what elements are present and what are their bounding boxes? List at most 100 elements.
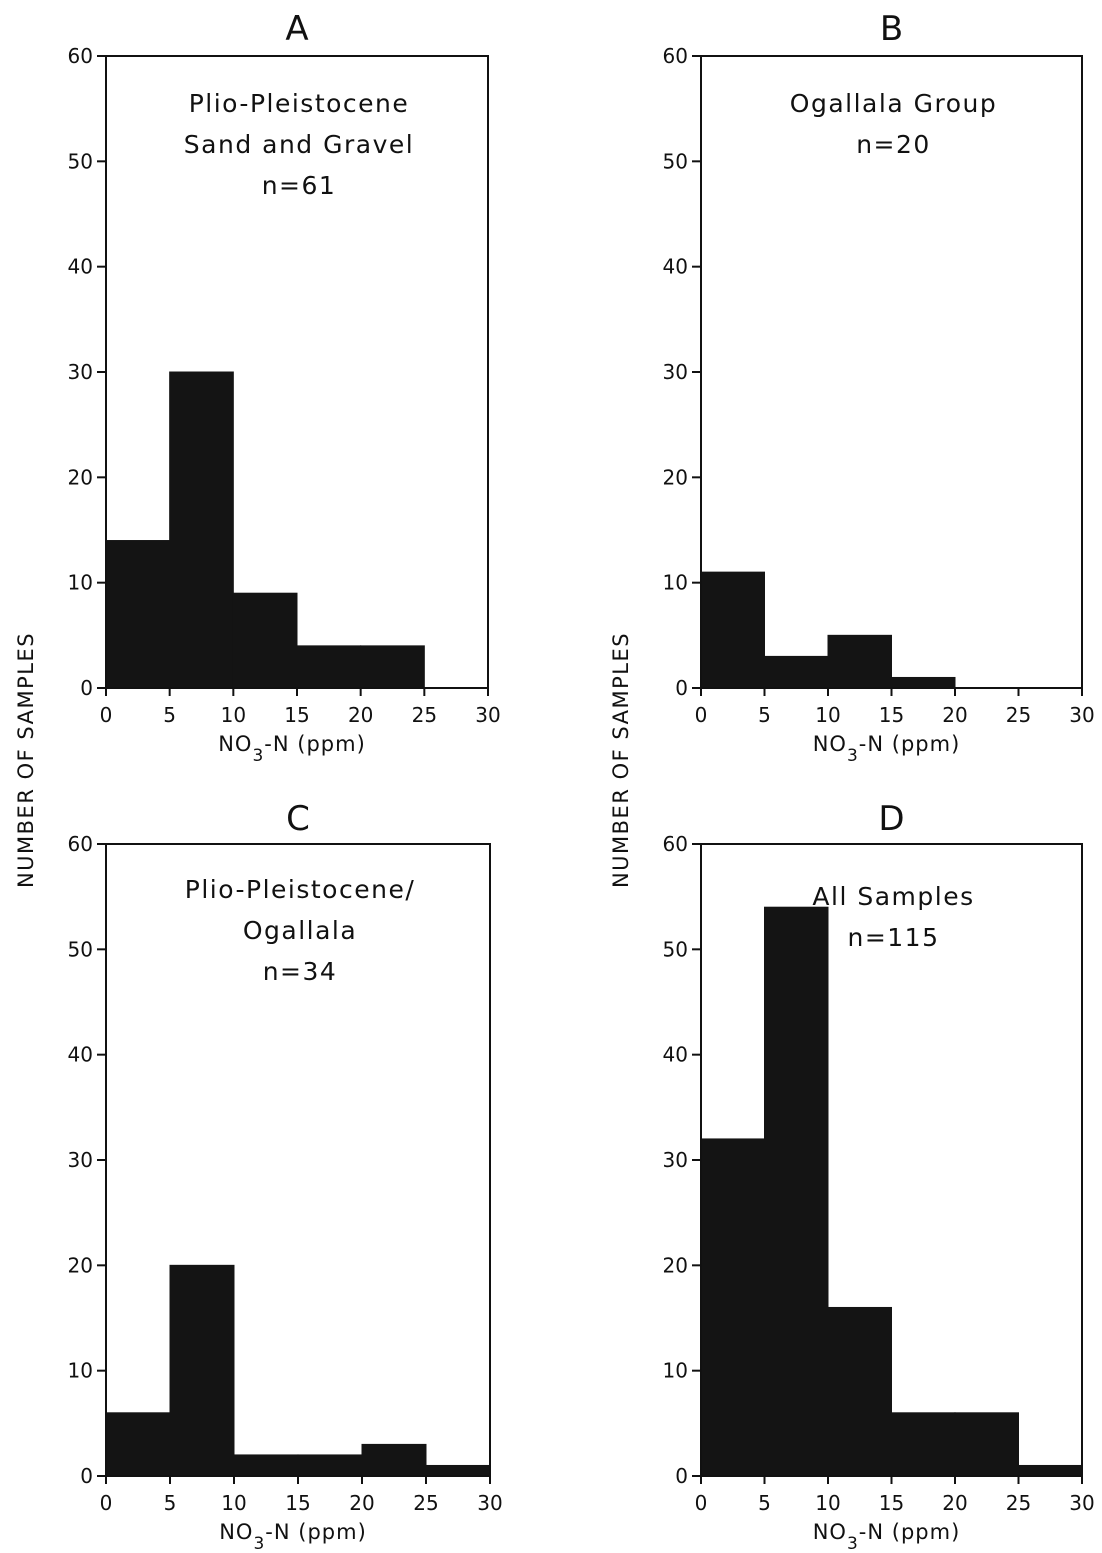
x-tick-label-b-20: 20 <box>942 703 967 727</box>
bar-d-25-30 <box>1018 1464 1083 1477</box>
x-tick-label-d-10: 10 <box>815 1491 840 1515</box>
x-tick-label-a-0: 0 <box>100 703 113 727</box>
panel-letter-c: C <box>286 799 310 839</box>
annotation-a-3: n=61 <box>262 171 337 200</box>
x-axis-label-b: NO3-N (ppm) <box>813 732 961 766</box>
x-tick-label-b-15: 15 <box>879 703 904 727</box>
y-tick-label-a-0: 0 <box>80 676 93 700</box>
panel-letter-b: B <box>880 9 903 49</box>
x-tick-label-d-0: 0 <box>695 1491 708 1515</box>
x-tick-label-d-30: 30 <box>1069 1491 1094 1515</box>
bar-b-10-15 <box>827 634 892 689</box>
x-tick-label-d-5: 5 <box>758 1491 771 1515</box>
figure-ylabel-left: NUMBER OF SAMPLES <box>14 632 38 888</box>
bar-a-10-15 <box>232 592 298 689</box>
x-tick-label-a-10: 10 <box>221 703 246 727</box>
panel-letter-d: D <box>878 799 904 839</box>
bar-c-5-10 <box>169 1264 235 1477</box>
y-tick-label-b-0: 0 <box>675 676 688 700</box>
x-axis-label-d: NO3-N (ppm) <box>813 1520 961 1553</box>
x-tick-label-c-30: 30 <box>477 1491 502 1515</box>
bar-d-15-20 <box>891 1412 956 1477</box>
panel-c: 0 10 20 30 40 50 60 0 5 10 15 20 25 30 NO3-N (ppm) C Pli… <box>68 799 503 1553</box>
y-tick-label-d-0: 0 <box>675 1464 688 1488</box>
x-axis-label-a: NO3-N (ppm) <box>218 732 366 766</box>
x-tick-label-b-30: 30 <box>1069 703 1094 727</box>
panel-b: 0 10 20 30 40 50 60 0 5 10 15 20 25 30 NO3-N (ppm) B Oga… <box>663 9 1095 766</box>
annotation-d-2: n=115 <box>847 923 939 952</box>
annotation-a-1: Plio-Pleistocene <box>189 89 410 118</box>
annotation-c-2: Ogallala <box>243 916 357 945</box>
panel-letter-a: A <box>285 9 308 49</box>
annotation-b-1: Ogallala Group <box>790 89 997 118</box>
x-tick-label-b-0: 0 <box>695 703 708 727</box>
bar-d-0-5 <box>700 1138 765 1477</box>
x-tick-label-c-10: 10 <box>221 1491 246 1515</box>
x-tick-label-d-20: 20 <box>942 1491 967 1515</box>
bar-c-25-30 <box>425 1464 491 1477</box>
y-tick-label-b-60: 60 <box>663 44 688 68</box>
x-tick-label-d-15: 15 <box>879 1491 904 1515</box>
y-tick-label-c-20: 20 <box>68 1253 93 1277</box>
bar-d-20-25 <box>954 1412 1019 1477</box>
x-tick-label-c-5: 5 <box>164 1491 177 1515</box>
x-tick-label-c-15: 15 <box>285 1491 310 1515</box>
y-tick-label-d-10: 10 <box>663 1359 688 1383</box>
bar-c-0-5 <box>105 1412 171 1477</box>
y-tick-label-c-10: 10 <box>68 1359 93 1383</box>
bar-b-5-10 <box>764 655 829 689</box>
figure-ylabel-right: NUMBER OF SAMPLES <box>609 632 633 888</box>
x-tick-label-c-0: 0 <box>100 1491 113 1515</box>
y-tick-label-d-50: 50 <box>663 937 688 961</box>
x-tick-label-c-25: 25 <box>413 1491 438 1515</box>
annotation-d-1: All Samples <box>812 882 974 911</box>
bar-d-10-15 <box>827 1306 892 1477</box>
y-tick-label-a-50: 50 <box>68 149 93 173</box>
y-tick-label-a-10: 10 <box>68 571 93 595</box>
annotation-c-3: n=34 <box>263 957 338 986</box>
annotation-b-2: n=20 <box>856 130 931 159</box>
x-tick-label-b-10: 10 <box>815 703 840 727</box>
bar-a-20-25 <box>360 645 425 689</box>
x-tick-label-a-5: 5 <box>163 703 176 727</box>
bar-c-15-20 <box>297 1454 363 1477</box>
bar-c-20-25 <box>361 1443 427 1477</box>
y-tick-label-d-20: 20 <box>663 1253 688 1277</box>
x-axis-label-c: NO3-N (ppm) <box>219 1520 367 1553</box>
x-tick-label-b-5: 5 <box>758 703 771 727</box>
bar-c-10-15 <box>233 1454 299 1477</box>
x-tick-label-a-25: 25 <box>412 703 437 727</box>
y-tick-label-c-30: 30 <box>68 1148 93 1172</box>
y-tick-label-c-40: 40 <box>68 1043 93 1067</box>
y-tick-label-d-40: 40 <box>663 1043 688 1067</box>
panel-a: 0 10 20 30 40 50 60 0 5 10 15 20 25 30 NO3-N (ppm) A Pli… <box>68 9 501 766</box>
y-tick-label-a-60: 60 <box>68 44 93 68</box>
y-tick-label-b-40: 40 <box>663 255 688 279</box>
bar-b-15-20 <box>891 676 956 689</box>
x-tick-label-a-20: 20 <box>348 703 373 727</box>
panel-d: 0 10 20 30 40 50 60 0 5 10 15 20 25 30 NO3-N (ppm) D All… <box>663 799 1095 1553</box>
bar-a-5-10 <box>169 371 234 689</box>
y-tick-label-a-20: 20 <box>68 465 93 489</box>
y-tick-label-c-60: 60 <box>68 832 93 856</box>
y-tick-label-b-30: 30 <box>663 360 688 384</box>
y-tick-label-c-0: 0 <box>80 1464 93 1488</box>
y-tick-label-d-30: 30 <box>663 1148 688 1172</box>
annotation-a-2: Sand and Gravel <box>184 130 414 159</box>
bar-a-15-20 <box>296 645 362 689</box>
y-tick-label-d-60: 60 <box>663 832 688 856</box>
bar-d-5-10 <box>764 906 829 1477</box>
y-tick-label-b-10: 10 <box>663 571 688 595</box>
y-tick-label-b-20: 20 <box>663 465 688 489</box>
x-tick-label-d-25: 25 <box>1006 1491 1031 1515</box>
y-tick-label-a-40: 40 <box>68 255 93 279</box>
bar-b-0-5 <box>700 571 765 689</box>
x-tick-label-a-30: 30 <box>475 703 500 727</box>
y-tick-label-a-30: 30 <box>68 360 93 384</box>
x-tick-label-b-25: 25 <box>1006 703 1031 727</box>
x-tick-label-c-20: 20 <box>349 1491 374 1515</box>
y-tick-label-b-50: 50 <box>663 149 688 173</box>
y-tick-label-c-50: 50 <box>68 937 93 961</box>
x-tick-label-a-15: 15 <box>284 703 309 727</box>
